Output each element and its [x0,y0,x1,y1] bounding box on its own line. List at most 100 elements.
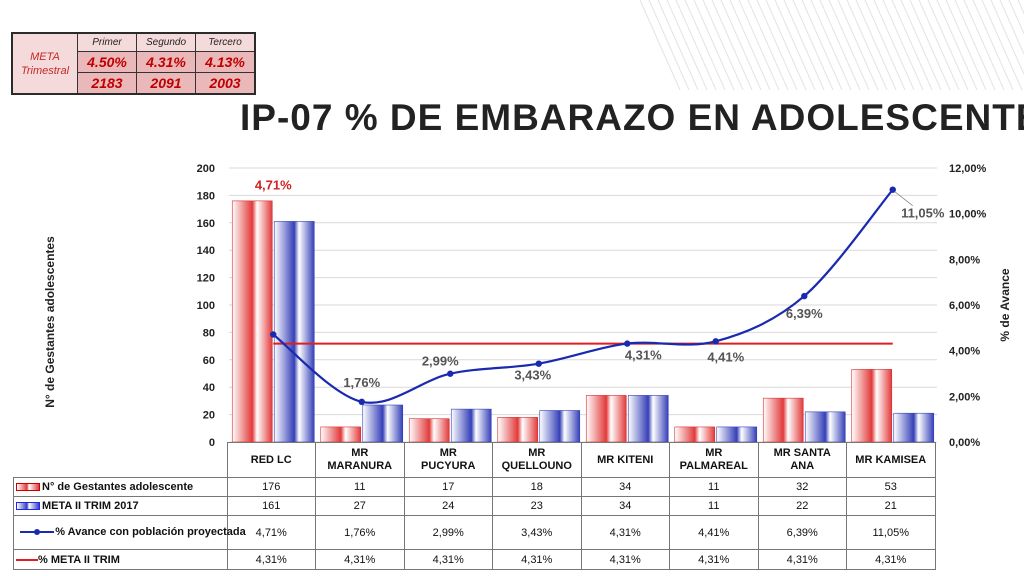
bar-meta [273,221,315,443]
table-corner [14,443,228,478]
table-cell: 2,99% [403,515,493,550]
legend-avance-line-swatch [20,529,54,535]
background-stripe [747,0,789,90]
bar-gestantes [408,418,450,443]
background-stripe [927,0,969,90]
category-label-part: MR [439,447,457,459]
background-stripe [864,0,906,90]
y2-tick-label: 6,00% [949,300,980,312]
table-cell: 4,31% [580,515,670,550]
avance-data-label: 4,71% [255,177,292,192]
legend-gestantes: N° de Gestantes adolescente [13,477,228,497]
table-cell: 11 [669,496,759,516]
category-label-part: MR KITENI [597,453,654,466]
category-label-part: QUELLOUNO [501,460,572,472]
background-stripe [639,0,681,90]
background-stripe [837,0,879,90]
chart-title: IP-07 % DE EMBARAZO EN ADOLESCENTES [240,97,1024,138]
background-stripe [954,0,996,90]
table-cell: 4,41% [669,515,759,550]
background-stripe [891,0,933,90]
y-tick-label: 40 [203,382,215,394]
background-stripe [792,0,834,90]
background-stripe [756,0,798,90]
background-stripe [783,0,825,90]
meta-trimestral-table: META Trimestral Primer Segundo Tercero 4… [11,32,256,95]
avance-data-label: 1,76% [343,375,380,390]
meta-percent-primer: 4.50% [77,51,137,73]
bar-gestantes [231,200,273,443]
avance-point [358,398,365,406]
bar-meta [893,412,935,443]
y2-tick-label: 10,00% [949,209,987,221]
legend-red-bar-swatch [16,483,40,492]
legend-meta: META II TRIM 2017 [13,496,228,516]
background-stripe [846,0,888,90]
avance-data-label: 6,39% [786,306,823,321]
y-tick-label: 200 [197,163,215,175]
legend-label-gestantes: N° de Gestantes adolescente [42,481,194,493]
y2-tick-label: 12,00% [949,163,987,175]
table-cell: 53 [846,477,936,497]
table-cell: 24 [403,496,493,516]
y-tick-label: 80 [203,327,215,339]
bar-gestantes [320,426,362,443]
avance-point [624,340,631,347]
table-cell: 34 [580,477,670,497]
table-cell: 32 [757,477,847,497]
table-cell: 176 [226,477,316,497]
background-stripe [810,0,852,90]
bar-gestantes [585,395,627,443]
table-cell: 4,31% [492,549,582,570]
table-category-header: MR KAMISEA [846,442,936,478]
legend-meta-ii-trim: % META II TRIM [13,549,228,570]
table-cell: 4,31% [315,549,405,570]
background-stripe [648,0,690,90]
bar-gestantes [674,426,716,443]
table-cell: 4,31% [669,549,759,570]
background-stripe [873,0,915,90]
table-cell: 17 [403,477,493,497]
background-stripe [981,0,1023,90]
table-category-header: MR QUELLOUNO [492,442,582,478]
meta-count-tercero: 2003 [195,72,256,95]
background-stripe [774,0,816,90]
table-cell: 4,31% [757,549,847,570]
background-stripe [666,0,708,90]
category-label-part: RED LC [250,453,292,466]
avance-data-label: 11,05% [901,206,945,221]
table-cell: 21 [846,496,936,516]
meta-count-primer: 2183 [77,72,137,95]
background-stripe [657,0,699,90]
background-stripe [693,0,735,90]
table-cell: 22 [757,496,847,516]
background-stripe [828,0,870,90]
table-category-header: MR PUCYURA [403,442,493,478]
category-label-part: PALMAREAL [679,460,748,472]
table-cell: 23 [492,496,582,516]
table-cell: 34 [580,496,670,516]
meta-header-primer: Primer [77,32,137,52]
background-stripe [675,0,717,90]
y-tick-label: 60 [203,355,215,367]
table-category-header: MR PALMAREAL [669,442,759,478]
table-category-header: RED LC [226,442,316,478]
table-category-header: MR SANTA ANA [757,442,847,478]
background-stripe [945,0,987,90]
background-stripes [639,0,1024,90]
table-cell: 11 [315,477,405,497]
category-label-part: MR [351,447,369,459]
background-stripe [1008,0,1024,35]
chart-data-table: RED LC MR MARANURA MR PUCYURA MR QUELLOUNO MR K… [13,442,936,570]
table-cell: 4,31% [846,549,936,570]
legend-label-meta-ii-trim: % META II TRIM [38,553,120,566]
table-cell: 27 [315,496,405,516]
avance-point [535,360,542,367]
background-stripe [999,0,1024,56]
table-cell: 1,76% [315,515,405,550]
y-tick-label: 20 [203,410,215,422]
meta-percent-segundo: 4.31% [136,51,196,73]
background-stripe [819,0,861,90]
category-label-part: MR [528,447,546,459]
